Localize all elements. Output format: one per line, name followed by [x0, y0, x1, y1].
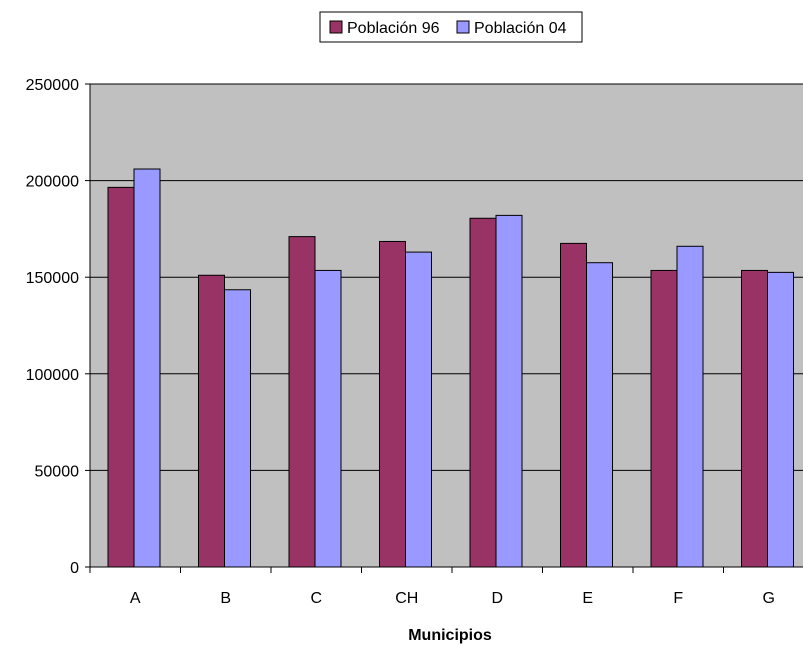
x-tick-label: A [130, 590, 141, 607]
legend-swatch-poblacion-04 [456, 20, 470, 34]
y-tick-label: 0 [70, 560, 79, 577]
bar-poblacion-04-g [767, 271, 794, 568]
y-tick-label: 50000 [35, 463, 80, 480]
y-axis-ticks: 0 50000 100000 150000 200000 250000 [26, 77, 90, 577]
x-tick-label: F [673, 590, 683, 607]
x-axis-title: Municipios [408, 627, 492, 644]
y-tick-label: 100000 [26, 367, 79, 384]
legend-swatch-poblacion-96 [329, 20, 343, 34]
axes [89, 84, 803, 568]
legend: Población 96 Población 04 [319, 11, 583, 43]
x-tick-label: E [582, 590, 593, 607]
bar-poblacion-04-e [586, 262, 613, 568]
bar-poblacion-96-ch [379, 240, 406, 568]
x-tick-label: D [491, 590, 503, 607]
bar-poblacion-96-e [560, 242, 587, 568]
bar-poblacion-04-c [314, 269, 342, 568]
bar-poblacion-04-d [495, 214, 523, 568]
y-tick-label: 150000 [26, 270, 79, 287]
x-tick-label: G [763, 590, 775, 607]
bar-poblacion-04-f [676, 245, 704, 568]
bar-poblacion-04-a [133, 168, 161, 568]
bar-poblacion-96-c [288, 236, 316, 568]
y-tick-label: 250000 [26, 77, 79, 94]
x-tick-label: C [310, 590, 322, 607]
bar-poblacion-96-a [107, 186, 135, 568]
legend-box [319, 11, 583, 43]
legend-label-poblacion-96: Población 96 [347, 20, 440, 37]
legend-label-poblacion-04: Población 04 [474, 20, 567, 37]
bar-poblacion-04-b [224, 289, 251, 568]
bar-poblacion-96-b [198, 274, 225, 568]
bar-poblacion-96-d [469, 217, 497, 568]
bar-poblacion-96-g [741, 269, 768, 568]
x-tick-label: CH [395, 590, 418, 607]
x-axis-ticks: A B C CH D E F G [89, 567, 775, 607]
bar-poblacion-04-ch [405, 251, 432, 568]
y-tick-label: 200000 [26, 174, 79, 191]
x-tick-label: B [220, 590, 231, 607]
bar-poblacion-96-f [650, 269, 678, 568]
bars [107, 168, 794, 568]
